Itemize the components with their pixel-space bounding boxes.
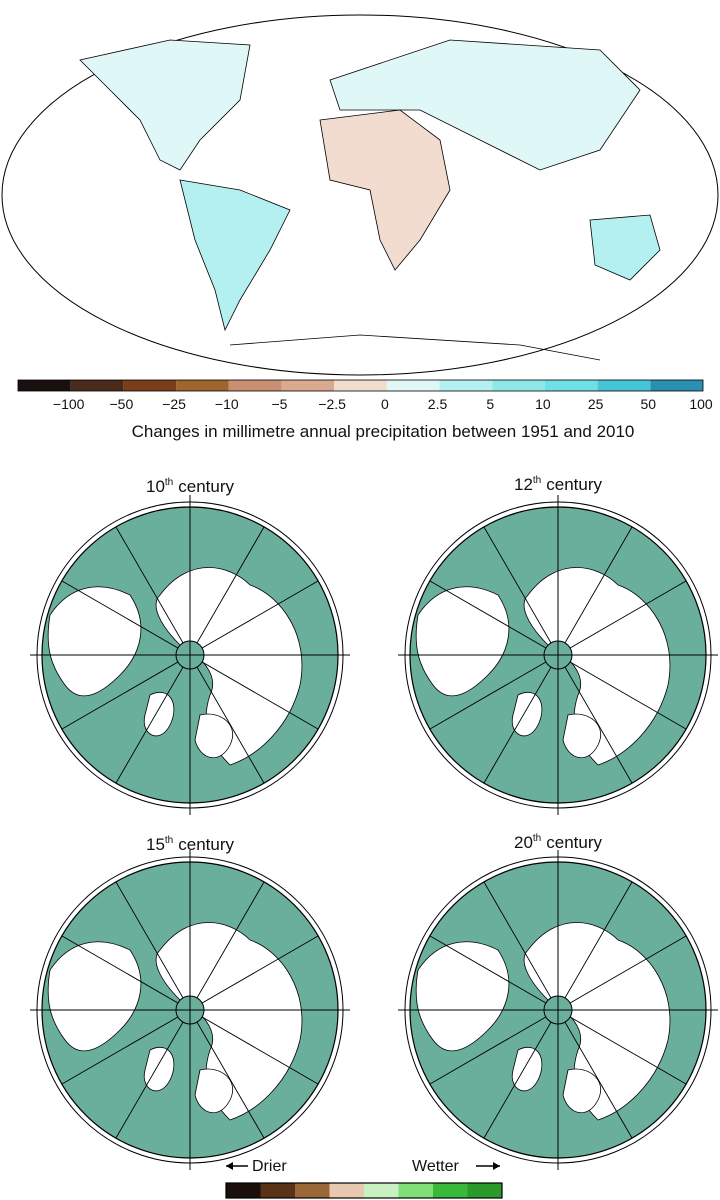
colorbar-tick-label: 5 [486,396,494,412]
bottom-legend: Drier Wetter [225,1158,503,1199]
panel-number: 12 [514,475,533,494]
legend-segment [364,1183,399,1198]
colorbar-frame [17,379,704,392]
polar-map [30,495,350,815]
panel-title: 20th century [514,833,603,852]
panel-text: century [546,833,602,852]
panel-number: 10 [146,477,165,496]
panel-number: 15 [146,835,165,854]
colorbar-tick-label: −2.5 [318,396,346,412]
legend-segment [467,1183,502,1198]
colorbar-tick-label: −100 [53,396,85,412]
colorbar-segment [18,380,71,391]
colorbar-tick-label: 0 [381,396,389,412]
colorbar-tick-label: 2.5 [428,396,448,412]
legend-frame [225,1182,503,1199]
panel-title: 10th century [146,477,235,496]
colorbar-segment [439,380,493,391]
colorbar-segment [386,380,440,391]
colorbar-tick-label: 100 [689,396,713,412]
colorbar-segment [334,380,387,391]
world-map [1,14,719,376]
panel-text: century [178,477,234,496]
legend-segment [260,1183,295,1198]
wetter-label: Wetter [412,1158,460,1175]
colorbar-tick-label: −10 [215,396,239,412]
arrow-head [493,1162,500,1170]
polar-map [398,495,718,815]
legend-segment [329,1183,364,1198]
colorbar-tick-label: −25 [162,396,186,412]
legend-segment [433,1183,468,1198]
legend-segment [398,1183,433,1198]
colorbar-segment [228,380,282,391]
panel-suffix: th [533,833,541,844]
colorbar-segment [492,380,545,391]
panel-number: 20 [514,833,533,852]
colorbar-segment [650,380,703,391]
panel-title: 12th century [514,475,603,494]
polar-map [30,850,350,1170]
polar-map [398,850,718,1170]
drier-label: Drier [252,1158,287,1175]
caption: Changes in millimetre annual precipitati… [132,422,635,441]
panel-title: 15th century [146,835,235,854]
colorbar: −100 −50 −25 −10 −5 −2.5 0 2.5 5 10 25 50 100 [17,379,713,412]
panel-text: century [546,475,602,494]
panel-text: century [178,835,234,854]
legend-segment [295,1183,330,1198]
colorbar-segment [281,380,335,391]
legend-segment [226,1183,261,1198]
colorbar-tick-label: 25 [588,396,604,412]
colorbar-tick-label: 10 [535,396,551,412]
colorbar-tick-label: −50 [110,396,134,412]
colorbar-segment [597,380,651,391]
colorbar-tick-label: 50 [641,396,657,412]
colorbar-segment [70,380,124,391]
panel-suffix: th [533,475,541,486]
colorbar-segment [544,380,598,391]
colorbar-tick-label: −5 [271,396,287,412]
colorbar-segment [176,380,229,391]
arrow-head [226,1162,233,1170]
panel-suffix: th [165,835,173,846]
panel-suffix: th [165,477,173,488]
colorbar-segment [123,380,177,391]
